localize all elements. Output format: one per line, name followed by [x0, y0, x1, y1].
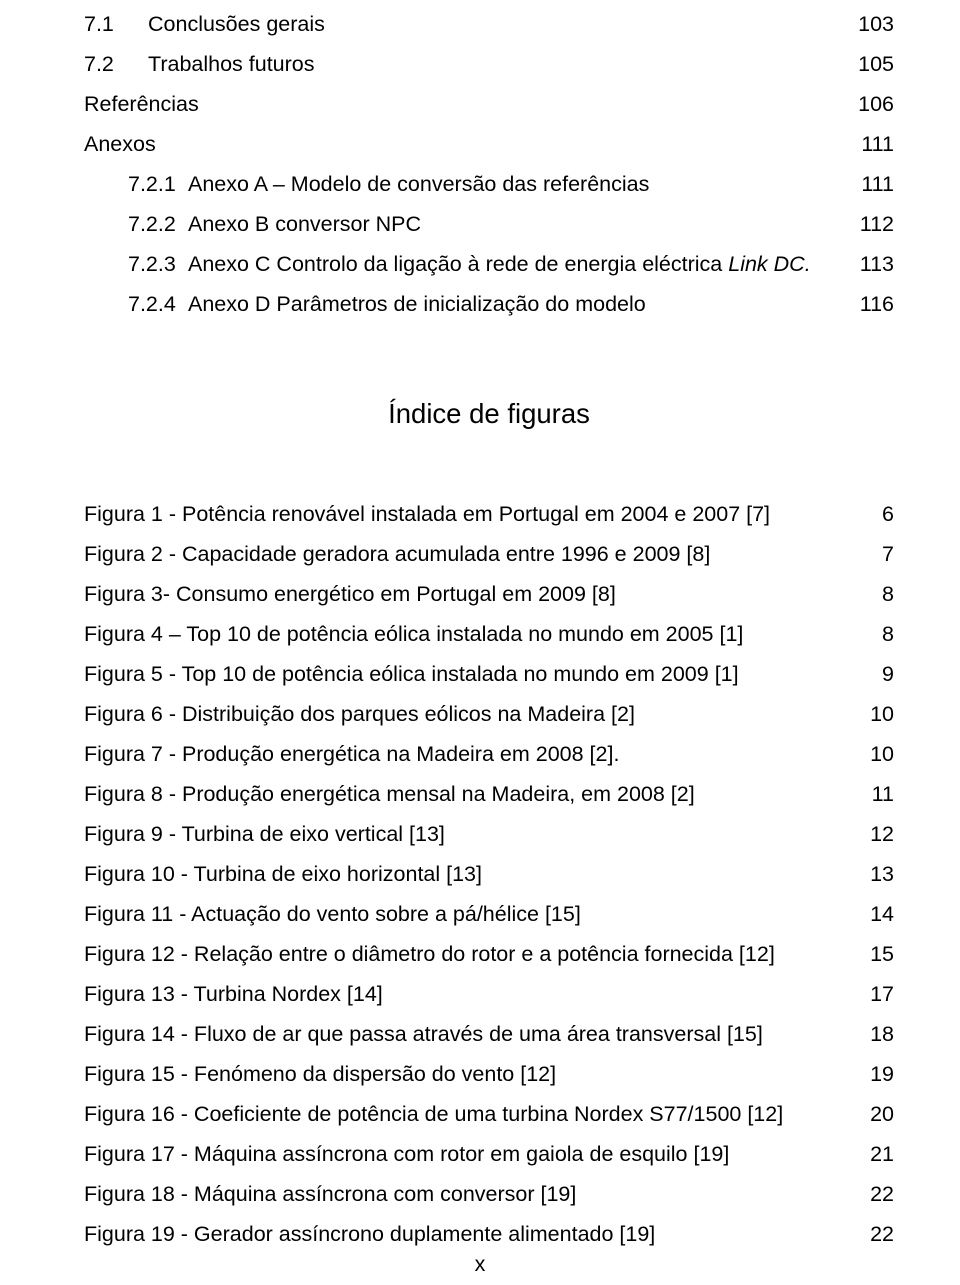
toc-page: 105	[858, 44, 894, 84]
figure-label: Figura 15 - Fenómeno da dispersão do ven…	[84, 1054, 556, 1094]
toc-entry: 7.1Conclusões gerais 103	[84, 4, 894, 44]
figure-page: 14	[870, 894, 894, 934]
figure-page: 21	[870, 1134, 894, 1174]
figure-label: Figura 3- Consumo energético em Portugal…	[84, 574, 616, 614]
figure-entry: Figura 11 - Actuação do vento sobre a pá…	[84, 894, 894, 934]
toc-entry: 7.2.4Anexo D Parâmetros de inicialização…	[84, 284, 894, 324]
figure-label: Figura 18 - Máquina assíncrona com conve…	[84, 1174, 576, 1214]
figure-label: Figura 11 - Actuação do vento sobre a pá…	[84, 894, 581, 934]
figure-page: 17	[870, 974, 894, 1014]
figure-entry: Figura 13 - Turbina Nordex [14] 17	[84, 974, 894, 1014]
figure-page: 19	[870, 1054, 894, 1094]
figure-entry: Figura 15 - Fenómeno da dispersão do ven…	[84, 1054, 894, 1094]
toc-page: 111	[861, 124, 894, 164]
toc-label: Referências	[84, 84, 199, 124]
toc-entry: 7.2Trabalhos futuros 105	[84, 44, 894, 84]
toc-label: 7.2.4Anexo D Parâmetros de inicialização…	[128, 284, 646, 324]
figure-entry: Figura 1 - Potência renovável instalada …	[84, 494, 894, 534]
figure-entry: Figura 16 - Coeficiente de potência de u…	[84, 1094, 894, 1134]
toc-label: 7.2.2Anexo B conversor NPC	[128, 204, 421, 244]
figure-label: Figura 6 - Distribuição dos parques eóli…	[84, 694, 635, 734]
figure-page: 9	[882, 654, 894, 694]
toc-label: 7.2.1Anexo A – Modelo de conversão das r…	[128, 164, 649, 204]
toc-entry: 7.2.3Anexo C Controlo da ligação à rede …	[84, 244, 894, 284]
figure-entry: Figura 14 - Fluxo de ar que passa atravé…	[84, 1014, 894, 1054]
figure-entry: Figura 18 - Máquina assíncrona com conve…	[84, 1174, 894, 1214]
figure-label: Figura 10 - Turbina de eixo horizontal […	[84, 854, 482, 894]
figure-entry: Figura 2 - Capacidade geradora acumulada…	[84, 534, 894, 574]
figure-page: 7	[882, 534, 894, 574]
figure-page: 22	[870, 1214, 894, 1254]
figure-label: Figura 12 - Relação entre o diâmetro do …	[84, 934, 775, 974]
list-of-figures-heading: Índice de figuras	[84, 398, 894, 430]
figure-entry: Figura 10 - Turbina de eixo horizontal […	[84, 854, 894, 894]
figure-label: Figura 9 - Turbina de eixo vertical [13]	[84, 814, 445, 854]
figure-page: 8	[882, 574, 894, 614]
figure-label: Figura 14 - Fluxo de ar que passa atravé…	[84, 1014, 763, 1054]
figure-entry: Figura 6 - Distribuição dos parques eóli…	[84, 694, 894, 734]
figure-label: Figura 17 - Máquina assíncrona com rotor…	[84, 1134, 729, 1174]
figure-label: Figura 5 - Top 10 de potência eólica ins…	[84, 654, 739, 694]
figure-page: 6	[882, 494, 894, 534]
figure-entry: Figura 19 - Gerador assíncrono duplament…	[84, 1214, 894, 1254]
figure-page: 10	[870, 694, 894, 734]
figure-entry: Figura 3- Consumo energético em Portugal…	[84, 574, 894, 614]
figure-entry: Figura 7 - Produção energética na Madeir…	[84, 734, 894, 774]
toc-page: 106	[858, 84, 894, 124]
figure-page: 11	[872, 774, 894, 814]
toc-entry: Anexos 111	[84, 124, 894, 164]
toc-label: Anexos	[84, 124, 156, 164]
figure-label: Figura 7 - Produção energética na Madeir…	[84, 734, 619, 774]
toc-entry: 7.2.2Anexo B conversor NPC 112	[84, 204, 894, 244]
figure-label: Figura 4 – Top 10 de potência eólica ins…	[84, 614, 743, 654]
figure-label: Figura 13 - Turbina Nordex [14]	[84, 974, 383, 1014]
page-number: x	[0, 1252, 960, 1277]
toc-page: 112	[860, 204, 894, 244]
toc-page: 103	[858, 4, 894, 44]
figure-label: Figura 8 - Produção energética mensal na…	[84, 774, 695, 814]
figure-page: 13	[870, 854, 894, 894]
toc-entry: 7.2.1Anexo A – Modelo de conversão das r…	[84, 164, 894, 204]
figure-page: 10	[870, 734, 894, 774]
toc-page: 111	[861, 164, 894, 204]
toc-label: 7.2.3Anexo C Controlo da ligação à rede …	[128, 244, 811, 284]
figure-label: Figura 2 - Capacidade geradora acumulada…	[84, 534, 710, 574]
figure-label: Figura 1 - Potência renovável instalada …	[84, 494, 770, 534]
figure-label: Figura 19 - Gerador assíncrono duplament…	[84, 1214, 655, 1254]
figure-entry: Figura 5 - Top 10 de potência eólica ins…	[84, 654, 894, 694]
figure-page: 22	[870, 1174, 894, 1214]
toc-page: 116	[860, 284, 894, 324]
figure-page: 20	[870, 1094, 894, 1134]
figure-page: 12	[870, 814, 894, 854]
figure-entry: Figura 9 - Turbina de eixo vertical [13]…	[84, 814, 894, 854]
figure-page: 8	[882, 614, 894, 654]
toc-label: 7.2Trabalhos futuros	[84, 44, 315, 84]
figure-entry: Figura 8 - Produção energética mensal na…	[84, 774, 894, 814]
toc-entry: Referências 106	[84, 84, 894, 124]
figure-label: Figura 16 - Coeficiente de potência de u…	[84, 1094, 783, 1134]
figure-entry: Figura 4 – Top 10 de potência eólica ins…	[84, 614, 894, 654]
figure-page: 18	[870, 1014, 894, 1054]
toc-page: 113	[860, 244, 894, 284]
figure-entry: Figura 17 - Máquina assíncrona com rotor…	[84, 1134, 894, 1174]
page: 7.1Conclusões gerais 103 7.2Trabalhos fu…	[0, 0, 960, 1285]
figure-entry: Figura 12 - Relação entre o diâmetro do …	[84, 934, 894, 974]
figure-page: 15	[870, 934, 894, 974]
toc-label: 7.1Conclusões gerais	[84, 4, 325, 44]
